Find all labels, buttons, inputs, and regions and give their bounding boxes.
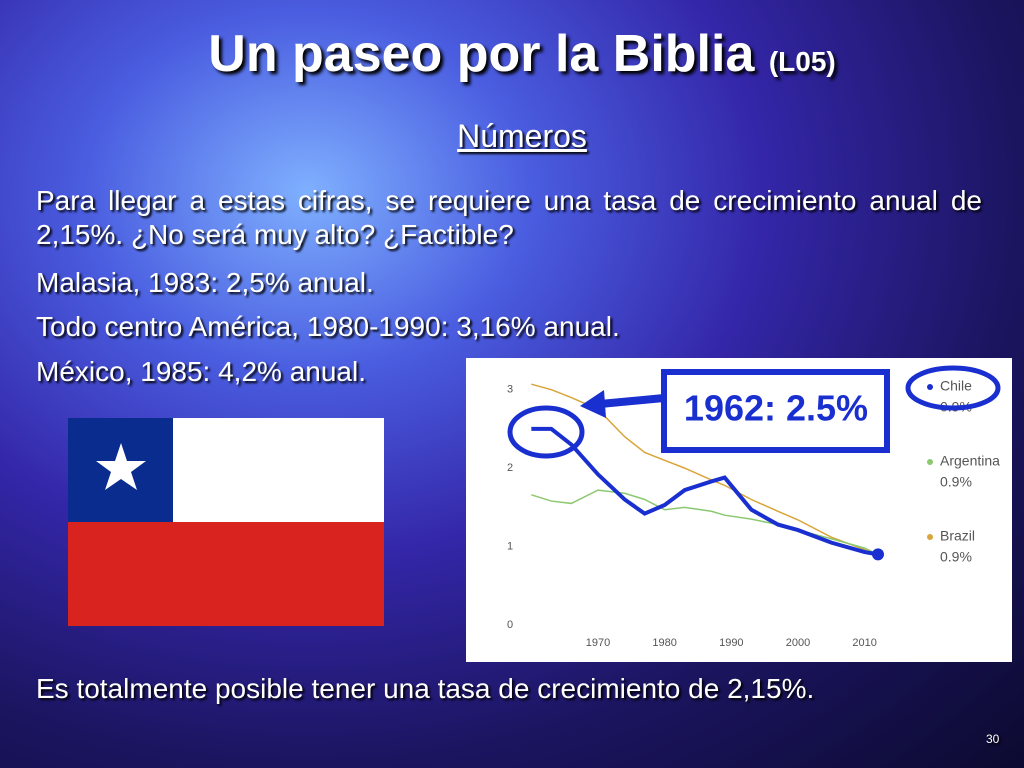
legend-marker — [927, 384, 933, 390]
legend-marker — [927, 459, 933, 465]
paragraph: Malasia, 1983: 2,5% anual. — [36, 267, 374, 298]
slide-title: Un paseo por la Biblia (L05) — [0, 24, 1024, 84]
closing-text: Es totalmente posible tener una tasa de … — [36, 673, 815, 704]
annotation-box — [661, 369, 890, 453]
y-tick-label: 0 — [507, 619, 513, 631]
paragraph: México, 1985: 4,2% anual. — [36, 356, 366, 387]
annotation: 1962: 2.5% — [684, 388, 868, 429]
x-tick-label: 2000 — [786, 637, 810, 649]
paragraph: Para llegar a estas cifras, se requiere … — [36, 185, 982, 250]
title: Un paseo por la Biblia — [208, 25, 755, 83]
chile-flag — [68, 418, 384, 626]
x-tick-label: 1970 — [586, 637, 610, 649]
legend-label: Chile — [940, 378, 972, 394]
legend-label: Brazil — [940, 528, 975, 544]
arrow — [599, 394, 665, 408]
y-tick-label: 2 — [507, 462, 513, 474]
legend-value: 0.9% — [940, 549, 972, 565]
x-tick-label: 1980 — [652, 637, 676, 649]
end-point — [872, 548, 884, 561]
paragraph: Todo centro América, 1980-1990: 3,16% an… — [36, 311, 620, 342]
legend-marker — [927, 534, 933, 540]
line — [531, 426, 879, 557]
x-tick-label: 1990 — [719, 637, 743, 649]
legend-label: Argentina — [940, 453, 1000, 469]
subtitle: Números — [457, 118, 587, 154]
y-tick-label: 1 — [507, 540, 513, 552]
highlight-ellipse — [507, 405, 585, 459]
legend-value: 0.9% — [940, 474, 972, 490]
y-tick-label: 3 — [507, 384, 513, 396]
x-tick-label: 2010 — [852, 637, 876, 649]
highlight-ellipse — [905, 365, 1001, 411]
title-suffix: (L05) — [768, 46, 836, 77]
page-number: 30 — [986, 732, 1000, 746]
arrow-head — [580, 390, 606, 418]
